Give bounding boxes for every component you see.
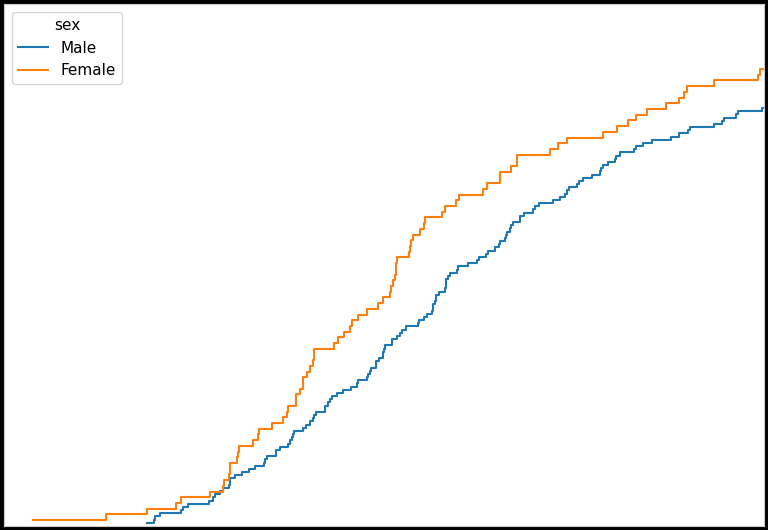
Female: [298, 374, 307, 381]
Legend: Male, Female: Male, Female: [12, 12, 122, 84]
Female: [283, 409, 292, 415]
Female: [390, 271, 399, 278]
Male: [709, 121, 718, 127]
Male: [208, 494, 217, 500]
Female: [624, 117, 633, 123]
Female: [28, 517, 38, 523]
Male: [500, 235, 509, 241]
Male: [178, 504, 187, 510]
Male: [338, 386, 347, 393]
Line: Female: Female: [33, 29, 768, 520]
Female: [354, 311, 363, 317]
Line: Male: Male: [147, 29, 768, 523]
Male: [388, 336, 397, 342]
Male: [142, 519, 151, 526]
Female: [248, 437, 257, 444]
